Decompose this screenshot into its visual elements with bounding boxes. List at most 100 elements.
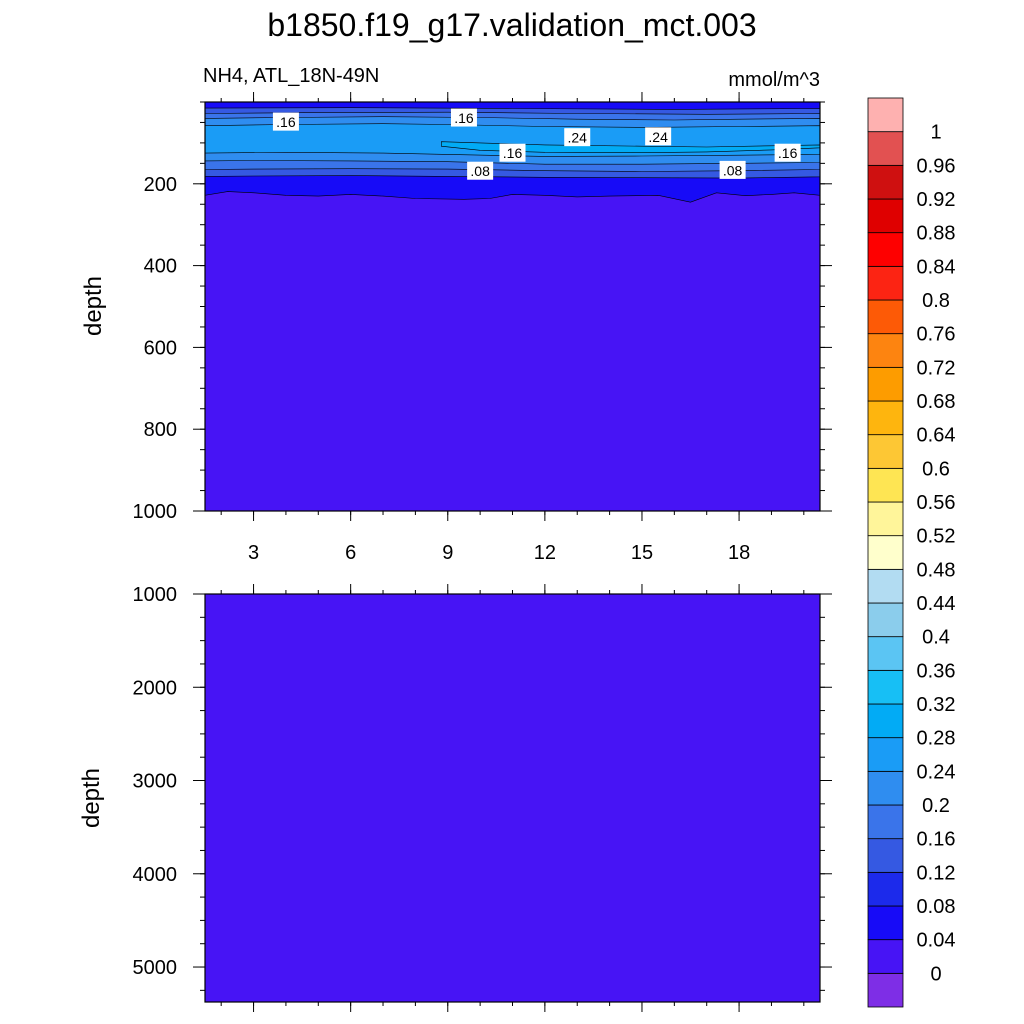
colorbar-label: 0.36	[917, 660, 956, 682]
x-tick-label: 3	[248, 542, 259, 564]
colorbar-label: 0.76	[917, 324, 956, 346]
colorbar-label: 0.16	[917, 829, 956, 851]
x-tick-label: 6	[345, 542, 356, 564]
colorbar-label: 0.24	[917, 761, 956, 783]
x-tick-label: 18	[728, 542, 750, 564]
lower-background	[205, 594, 820, 1002]
colorbar-label: 0.48	[917, 559, 956, 581]
colorbar-label: 0.12	[917, 862, 956, 884]
contour-label: .16	[454, 110, 474, 126]
y-tick-label: 4000	[133, 864, 178, 886]
contour-label: .24	[568, 130, 588, 146]
x-tick-label: 15	[631, 542, 653, 564]
colorbar-box	[867, 333, 904, 368]
colorbar-label: 0.92	[917, 189, 956, 211]
y-tick-label: 5000	[133, 957, 178, 979]
colorbar-label: 0.64	[917, 425, 956, 447]
y-tick-label: 2000	[133, 677, 178, 699]
colorbar-box	[867, 669, 904, 705]
colorbar-box	[867, 737, 904, 772]
colorbar-box	[867, 232, 904, 267]
contour-label: .16	[503, 145, 523, 161]
colorbar-box	[867, 770, 904, 806]
contour-label-box	[467, 161, 494, 180]
colorbar-box	[867, 535, 904, 570]
contour-label: .24	[648, 129, 668, 145]
contour-label-box	[499, 143, 526, 162]
colorbar-label: 0.72	[917, 357, 956, 379]
colorbar-label: 0.88	[917, 223, 956, 245]
colorbar-box	[867, 602, 904, 638]
colorbar-label: 0.32	[917, 694, 956, 716]
contour-label-box	[774, 143, 801, 162]
colorbar-box	[867, 703, 904, 739]
colorbar-label: 0.28	[917, 728, 956, 750]
colorbar-box	[867, 972, 904, 1008]
contour-label: .16	[276, 114, 296, 130]
colorbar-label: 0.68	[917, 391, 956, 413]
y-tick-label: 800	[144, 419, 177, 441]
x-tick-label: 9	[442, 542, 453, 564]
colorbar-box	[867, 871, 904, 907]
contour-label: .08	[723, 162, 743, 178]
colorbar-label: 0.44	[917, 593, 956, 615]
colorbar-label: 0.6	[922, 458, 950, 480]
x-tick-label: 12	[534, 542, 556, 564]
colorbar-box	[867, 838, 904, 873]
colorbar-label: 0.8	[922, 290, 950, 312]
colorbar: 1 0.96 0.92 0.88 0.84 0.8 0.76 0.72 0.68 0.64 0.6 0…	[867, 97, 956, 1008]
colorbar-box	[867, 400, 904, 436]
figure-title: b1850.f19_g17.validation_mct.003	[267, 7, 756, 43]
colorbar-box	[867, 636, 904, 671]
colorbar-label: 0.84	[917, 256, 956, 278]
colorbar-box	[867, 299, 904, 335]
upper-right-title: mmol/m^3	[728, 69, 820, 91]
colorbar-box	[867, 804, 904, 840]
upper-y-axis-label: depth	[80, 276, 107, 336]
upper-ticks: 200 400 600 800 1000 3 6 9 12 15 18	[133, 92, 832, 564]
colorbar-label: 0.04	[917, 930, 956, 952]
contour-label-box	[564, 128, 591, 147]
colorbar-box	[867, 434, 904, 469]
colorbar-label: 0	[930, 963, 941, 985]
colorbar-box	[867, 97, 904, 133]
upper-contour-labels: .16 .16 .24 .24 .16 .16 .08 .08	[272, 108, 801, 180]
colorbar-label: 0.96	[917, 155, 956, 177]
colorbar-box	[867, 164, 904, 200]
colorbar-box	[867, 131, 904, 166]
contour-label-box	[272, 112, 299, 131]
colorbar-boxes	[867, 97, 904, 1008]
contour-label-box	[719, 160, 746, 179]
colorbar-label: 0.08	[917, 896, 956, 918]
upper-panel: .16 .16 .24 .24 .16 .16 .08 .08 200 400 600 800 100…	[80, 65, 832, 564]
colorbar-box	[867, 905, 904, 941]
colorbar-label: 0.2	[922, 795, 950, 817]
y-tick-label: 1000	[133, 501, 178, 523]
colorbar-label: 0.52	[917, 526, 956, 548]
y-tick-label: 600	[144, 337, 177, 359]
colorbar-box	[867, 198, 904, 234]
colorbar-label: 0.4	[922, 627, 950, 649]
colorbar-box	[867, 939, 904, 974]
upper-left-title: NH4, ATL_18N-49N	[203, 65, 379, 87]
colorbar-box	[867, 467, 904, 503]
y-tick-label: 400	[144, 256, 177, 278]
contour-label-box	[645, 127, 672, 146]
colorbar-box	[867, 366, 904, 402]
y-tick-label: 1000	[133, 584, 178, 606]
colorbar-box	[867, 265, 904, 301]
colorbar-label: 1	[930, 122, 941, 144]
colorbar-labels: 1 0.96 0.92 0.88 0.84 0.8 0.76 0.72 0.68 0.64 0.6 0…	[917, 122, 956, 986]
contour-label: .16	[778, 145, 798, 161]
y-tick-label: 3000	[133, 771, 178, 793]
y-tick-label: 200	[144, 174, 177, 196]
contour-label: .08	[470, 163, 490, 179]
contour-label-box	[450, 108, 477, 127]
colorbar-box	[867, 501, 904, 537]
colorbar-label: 0.56	[917, 492, 956, 514]
colorbar-box	[867, 568, 904, 604]
lower-y-axis-label: depth	[78, 768, 105, 828]
lower-panel: 1000 2000 3000 4000 5000 depth	[78, 584, 832, 1012]
lower-ticks: 1000 2000 3000 4000 5000	[133, 584, 832, 1012]
